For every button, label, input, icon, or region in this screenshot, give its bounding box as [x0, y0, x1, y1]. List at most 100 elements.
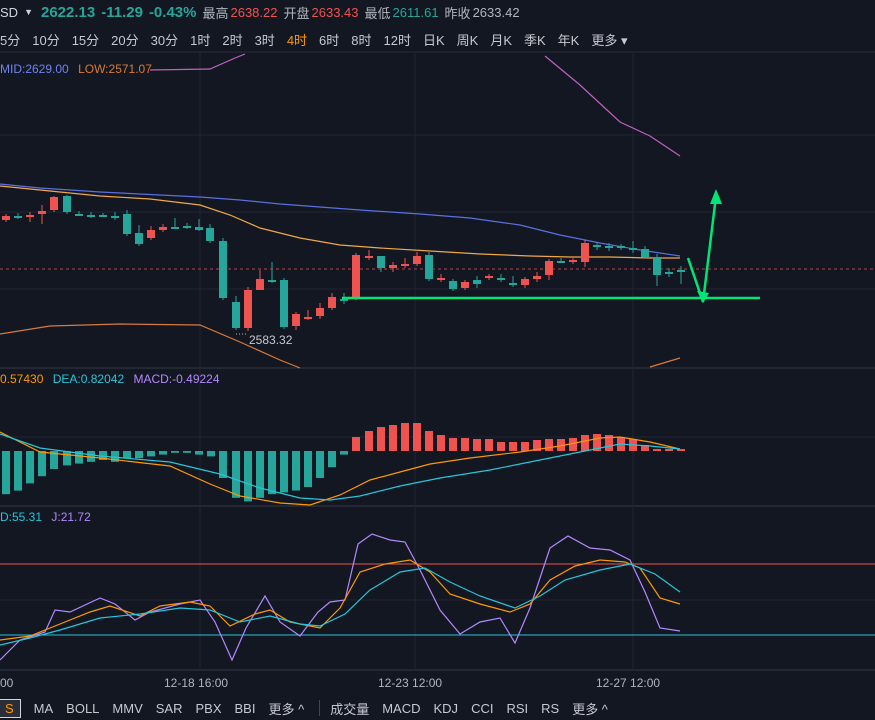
timeframe-5[interactable]: 1时	[190, 32, 211, 48]
candle-body	[183, 226, 191, 228]
sub-indicator-2[interactable]: KDJ	[433, 700, 459, 716]
candle-body	[232, 302, 240, 328]
macd-bar-pos	[401, 423, 409, 451]
high-value: 2638.22	[230, 4, 278, 20]
timeframe-bar: 5分 10分 15分 20分 30分 1时 2时 3时 4时 6时 8时 12时 日K 周K 月K 季K 年K 更…	[0, 27, 639, 51]
main-indicator-6[interactable]: 更多 ^	[268, 701, 305, 717]
macd-bar-neg	[63, 451, 71, 466]
prev-close-value: 2633.42	[472, 4, 520, 20]
timeframe-12[interactable]: 日K	[422, 32, 445, 48]
candle-body	[377, 256, 385, 268]
candle-body	[219, 241, 227, 298]
open-value: 2633.43	[311, 4, 359, 20]
time-axis-label: 00	[0, 676, 14, 690]
main-indicator-1[interactable]: BOLL	[66, 700, 100, 716]
macd-bar-pos	[665, 449, 673, 451]
time-axis-label: 12-18 16:00	[164, 676, 228, 690]
timeframe-11[interactable]: 12时	[383, 32, 411, 48]
ma-line	[0, 185, 680, 259]
timeframe-17[interactable]: 更多 ▾	[591, 32, 628, 48]
prev-close-label: 昨收	[444, 5, 471, 21]
toolbar-separator	[319, 700, 321, 716]
low-value: 2611.61	[392, 4, 439, 20]
boll-low-line	[0, 323, 301, 369]
macd-bar-pos	[641, 445, 649, 451]
macd-bar-pos	[569, 438, 577, 451]
sub-indicator-3[interactable]: CCI	[471, 700, 494, 716]
macd-bar-neg	[280, 451, 288, 493]
candle-body	[340, 299, 348, 301]
timeframe-0[interactable]: 5分	[0, 32, 21, 48]
macd-bar-pos	[497, 442, 505, 451]
macd-bar-pos	[605, 435, 613, 451]
timeframe-16[interactable]: 年K	[557, 32, 580, 48]
candle-body	[268, 280, 276, 282]
macd-bar-pos	[581, 435, 589, 451]
timeframe-6[interactable]: 2时	[222, 32, 243, 48]
macd-bar-pos	[677, 449, 685, 451]
timeframe-4[interactable]: 30分	[150, 32, 179, 48]
macd-bar-neg	[256, 451, 264, 498]
macd-bar-neg	[14, 451, 22, 491]
sub-indicator-1[interactable]: MACD	[382, 700, 421, 716]
macd-bar-neg	[292, 451, 300, 491]
timeframe-14[interactable]: 月K	[490, 32, 512, 48]
candle-body	[557, 261, 565, 263]
sub-indicator-6[interactable]: 更多 ^	[572, 701, 608, 717]
candle-body	[437, 278, 445, 280]
timeframe-1[interactable]: 10分	[32, 32, 60, 48]
main-indicator-4[interactable]: PBX	[195, 700, 222, 716]
selected-tab[interactable]: S	[0, 698, 21, 718]
candle-body	[677, 270, 685, 272]
symbol-label[interactable]: SD	[0, 4, 19, 20]
macd-bar-pos	[557, 439, 565, 451]
timeframe-9[interactable]: 6时	[319, 32, 340, 48]
quote-header: SD ▼ 2622.13 -11.29 -0.43% 最高 2638.22 开盘…	[0, 0, 875, 24]
candle-body	[569, 260, 577, 262]
timeframe-7[interactable]: 3时	[254, 32, 275, 48]
main-indicator-0[interactable]: MA	[33, 700, 54, 716]
candle-body	[617, 246, 625, 248]
macd-bar-neg	[123, 451, 131, 459]
macd-bar-neg	[195, 451, 203, 455]
candle-body	[147, 230, 155, 238]
candle-body	[485, 276, 493, 278]
open-label: 开盘	[283, 5, 310, 21]
candle-body	[389, 265, 397, 268]
macd-bar-pos	[653, 449, 661, 451]
candle-body	[461, 282, 469, 288]
timeframe-13[interactable]: 周K	[456, 32, 479, 48]
macd-bar-neg	[183, 451, 191, 453]
candle-body	[653, 257, 661, 275]
macd-bar-pos	[509, 442, 517, 451]
boll-upper-line	[149, 53, 246, 71]
timeframe-15[interactable]: 季K	[524, 32, 546, 48]
candle-body	[641, 249, 649, 257]
boll-legend: MID:2629.00 LOW:2571.07	[0, 62, 152, 76]
candle-body	[75, 214, 83, 216]
main-indicator-2[interactable]: MMV	[112, 700, 143, 716]
kdj-legend: D:55.31 J:21.72	[0, 510, 91, 524]
macd-dif-legend: 0.57430	[0, 372, 44, 386]
timeframe-8[interactable]: 4时	[286, 32, 308, 48]
candle-body	[2, 216, 10, 220]
macd-bar-pos	[437, 435, 445, 451]
timeframe-3[interactable]: 20分	[111, 32, 139, 48]
sub-indicator-5[interactable]: RS	[541, 700, 560, 716]
caret-down-icon[interactable]: ▼	[24, 7, 33, 17]
sub-indicator-4[interactable]: RSI	[506, 700, 529, 716]
candle-body	[316, 308, 324, 316]
macd-bar-neg	[232, 451, 240, 498]
candle-body	[26, 215, 34, 217]
sub-indicator-0[interactable]: 成交量	[330, 701, 370, 717]
candle-body	[111, 216, 119, 218]
main-indicator-3[interactable]: SAR	[155, 700, 183, 716]
timeframe-2[interactable]: 15分	[71, 32, 100, 48]
timeframe-10[interactable]: 8时	[351, 32, 372, 48]
main-indicator-5[interactable]: BBI	[234, 700, 256, 716]
macd-bar-neg	[111, 451, 119, 462]
boll-upper-line	[544, 55, 681, 157]
kdj-j-legend: J:21.72	[51, 510, 91, 524]
macd-bar-pos	[425, 431, 433, 451]
